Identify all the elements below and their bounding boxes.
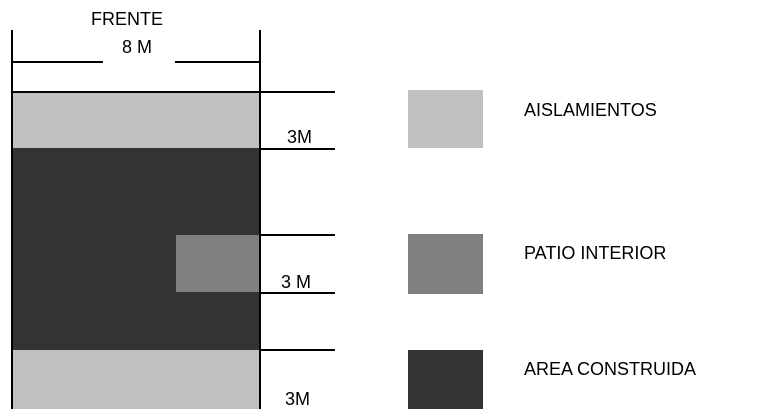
- legend-label-aislamientos: AISLAMIENTOS: [524, 100, 657, 120]
- dim-label-bottom: 3M: [285, 389, 311, 409]
- legend-swatch-patio-interior: [408, 234, 483, 294]
- width-label: 8 M: [122, 37, 153, 57]
- rear-setback-zone: [12, 350, 260, 409]
- front-setback-zone: [12, 92, 260, 148]
- patio-interior-zone: [176, 235, 260, 292]
- legend-swatch-area-construida: [408, 350, 483, 409]
- frente-label: FRENTE: [91, 9, 163, 29]
- dim-label-middle: 3 M: [281, 272, 312, 292]
- legend-label-area-construida: AREA CONSTRUIDA: [524, 359, 697, 379]
- dim-label-top: 3M: [287, 127, 313, 147]
- legend-swatch-aislamientos: [408, 90, 483, 148]
- legend-label-patio-interior: PATIO INTERIOR: [524, 243, 667, 263]
